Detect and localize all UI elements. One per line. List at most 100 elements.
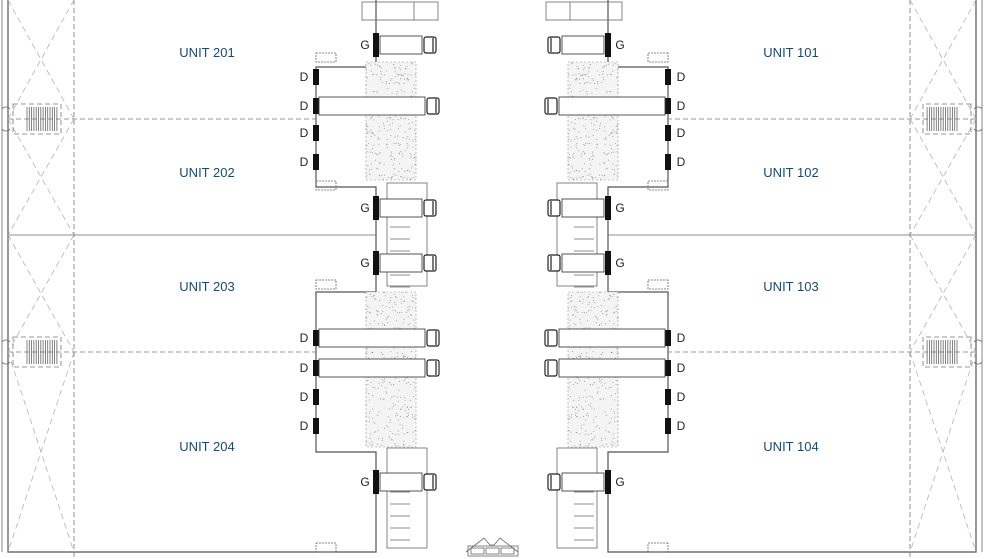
stipple-dot [380, 77, 382, 78]
stipple-dot [369, 410, 371, 412]
stipple-dot [583, 423, 585, 425]
stipple-dot [412, 306, 414, 308]
stipple-dot [384, 324, 385, 326]
stipple-dot [395, 415, 396, 417]
grade-door-label: G [360, 201, 369, 215]
stipple-dot [598, 295, 600, 297]
stipple-dot [597, 306, 599, 308]
stipple-dot [588, 67, 589, 69]
exterior-wall [607, 0, 977, 553]
stipple-dot [582, 78, 584, 80]
stipple-dot [603, 398, 604, 400]
stipple-dot [577, 118, 579, 120]
stipple-dot [371, 441, 373, 443]
stipple-dot [375, 152, 377, 154]
stipple-dot [402, 356, 404, 358]
stipple-dot [572, 154, 574, 156]
stipple-dot [387, 322, 389, 324]
stipple-dot [373, 144, 375, 146]
stipple-dot [580, 137, 582, 139]
stipple-dot [573, 399, 575, 401]
stipple-dot [392, 306, 394, 308]
stipple-dot [410, 406, 412, 408]
stipple-dot [617, 84, 619, 86]
stipple-dot [597, 425, 599, 427]
stipple-dot [605, 137, 606, 139]
stipple-dot [394, 395, 396, 397]
stipple-dot [592, 154, 594, 156]
stipple-dot [616, 296, 618, 298]
stipple-dot [404, 356, 406, 357]
grade-door-label: G [615, 256, 624, 270]
stipple-dot [612, 433, 614, 435]
stipple-dot [397, 82, 399, 84]
stipple-dot [616, 390, 618, 392]
stipple-dot [611, 417, 613, 419]
stipple-dot [412, 301, 414, 302]
stipple-dot [573, 170, 575, 172]
stipple-dot [578, 410, 580, 412]
stipple-dot [579, 397, 580, 399]
stipple-dot [589, 173, 591, 175]
stipple-dot [409, 170, 411, 172]
stipple-dot [389, 422, 391, 424]
stipple-dot [395, 296, 397, 298]
stipple-dot [614, 173, 615, 175]
stipple-dot [572, 95, 573, 97]
stipple-dot [578, 73, 580, 75]
stipple-dot [596, 139, 598, 140]
stipple-dot [605, 387, 607, 389]
stipple-dot [592, 297, 594, 299]
stipple-dot [599, 427, 601, 429]
stipple-dot [571, 63, 573, 65]
exit-door [973, 106, 983, 132]
stipple-dot [586, 93, 588, 95]
stipple-dot [382, 398, 384, 400]
stipple-dot [581, 311, 583, 313]
stipple-dot [412, 140, 414, 142]
stipple-dot [366, 350, 367, 352]
stipple-dot [406, 406, 408, 408]
stipple-dot [574, 118, 576, 120]
stipple-dot [580, 322, 582, 324]
stipple-dot [369, 437, 371, 439]
stipple-dot [573, 445, 575, 447]
stipple-dot [410, 384, 412, 386]
stipple-dot [570, 297, 572, 298]
stipple-dot [373, 421, 375, 423]
stipple-dot [407, 77, 409, 79]
stipple-dot [396, 396, 398, 398]
stipple-dot [377, 310, 379, 312]
stipple-dot [386, 317, 388, 319]
stipple-dot [588, 310, 590, 312]
stipple-dot [608, 159, 610, 161]
stipple-dot [568, 138, 570, 140]
stipple-dot [616, 420, 618, 422]
stipple-dot [377, 168, 379, 170]
stipple-dot [394, 136, 396, 138]
stipple-dot [590, 309, 592, 311]
stipple-dot [396, 297, 398, 299]
stipple-dot [593, 422, 595, 424]
stipple-dot [409, 314, 411, 315]
stipple-dot [609, 431, 610, 433]
dumpster-pad [315, 52, 337, 63]
stipple-dot [386, 120, 388, 122]
stipple-dot [385, 83, 387, 85]
stipple-dot [579, 444, 581, 445]
ramp [556, 182, 598, 287]
stipple-dot [409, 178, 411, 180]
stipple-dot [384, 74, 385, 76]
stipple-dot [616, 77, 618, 79]
stipple-dot [614, 311, 616, 313]
stipple-dot [613, 118, 615, 120]
stipple-dot [596, 392, 598, 394]
stipple-dot [391, 176, 393, 178]
stipple-dot [589, 159, 591, 161]
stipple-dot [590, 306, 592, 308]
stipple-dot [368, 131, 370, 133]
stipple-dot [585, 355, 587, 357]
stipple-dot [385, 318, 387, 320]
stipple-dot [381, 385, 383, 387]
stipple-dot [395, 303, 397, 305]
